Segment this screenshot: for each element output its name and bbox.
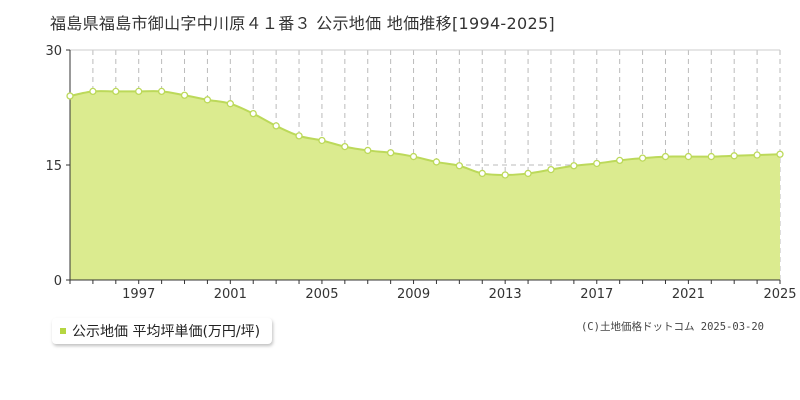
data-point: [684, 152, 693, 161]
data-point: [730, 152, 738, 160]
data-point: [226, 100, 234, 108]
data-point: [135, 87, 143, 96]
data-point: [616, 156, 624, 165]
data-point: [341, 142, 349, 151]
data-point: [570, 162, 578, 170]
x-tick-label: 2025: [763, 287, 796, 302]
data-point: [547, 165, 555, 174]
y-tick-labels: 0 15 30: [45, 44, 62, 289]
x-tick-label: 1997: [122, 287, 155, 302]
x-tick-label: 2001: [214, 287, 247, 302]
series-area: [70, 91, 780, 280]
legend-label: 公示地価 平均坪単価(万円/坪): [72, 324, 261, 340]
data-point: [753, 151, 761, 159]
data-point: [180, 91, 189, 99]
data-point: [157, 87, 166, 96]
data-point: [112, 87, 120, 96]
data-point: [272, 122, 280, 130]
data-point: [203, 96, 212, 104]
x-tick-labels: 1997 2001 2005 2009 2013 2017 2021 2025: [122, 287, 796, 302]
data-point: [295, 132, 303, 140]
chart-title: 福島県福島市御山字中川原４１番３ 公示地価 地価推移[1994-2025]: [50, 14, 555, 33]
x-tick-label: 2013: [489, 287, 522, 302]
data-point: [638, 154, 647, 162]
data-point: [455, 162, 464, 170]
credit-text: (C)土地価格ドットコム 2025-03-20: [580, 321, 764, 333]
y-tick-label: 30: [45, 44, 62, 59]
data-point: [66, 92, 74, 100]
data-point: [593, 159, 601, 168]
data-point: [386, 149, 395, 157]
data-point: [661, 152, 670, 161]
x-tick-label: 2009: [397, 287, 430, 302]
data-point: [501, 171, 509, 179]
legend-swatch: [60, 328, 66, 334]
x-tick-label: 2017: [580, 287, 613, 302]
axes: [66, 49, 781, 284]
data-point: [249, 109, 257, 118]
data-point: [318, 136, 326, 145]
data-point: [478, 169, 486, 178]
data-point: [524, 169, 532, 178]
data-points: [66, 87, 784, 179]
data-point: [432, 158, 441, 166]
data-point: [409, 152, 418, 161]
data-point: [707, 152, 715, 161]
data-point: [89, 87, 97, 96]
legend: 公示地価 平均坪単価(万円/坪): [52, 318, 273, 344]
data-point: [776, 150, 784, 158]
data-point: [364, 146, 372, 155]
x-tick-label: 2021: [672, 287, 705, 302]
y-tick-label: 0: [54, 274, 62, 289]
y-tick-label: 15: [45, 159, 62, 174]
x-tick-label: 2005: [305, 287, 338, 302]
